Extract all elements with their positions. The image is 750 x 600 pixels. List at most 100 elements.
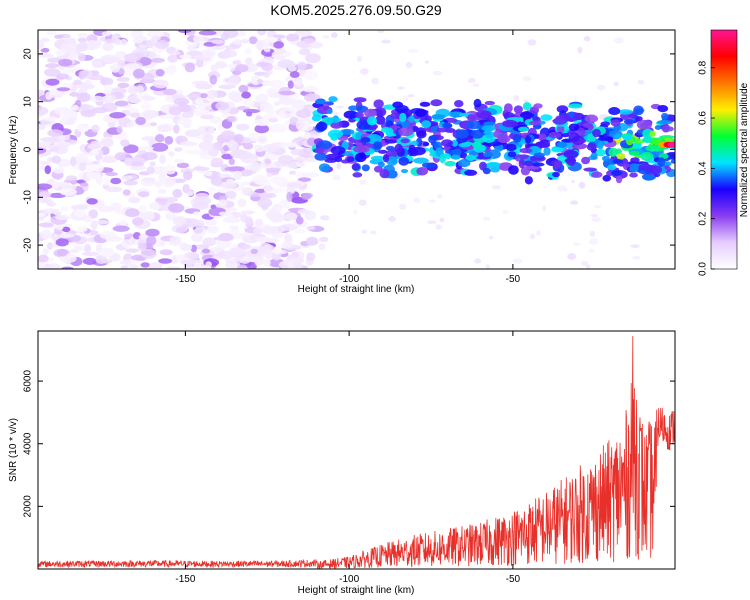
spectrogram-cell bbox=[60, 206, 69, 211]
spectrogram-cell bbox=[458, 159, 471, 168]
spectrogram-cell bbox=[157, 124, 172, 133]
spectrogram-cell bbox=[441, 139, 453, 147]
spectrogram-cell bbox=[614, 133, 621, 139]
spectrogram-cell bbox=[238, 84, 249, 93]
spectrogram-cell bbox=[182, 170, 193, 181]
spectrogram-cell bbox=[42, 265, 54, 269]
spectrogram-image bbox=[38, 30, 675, 269]
spectrogram-cell bbox=[297, 61, 307, 71]
spectrogram-cell bbox=[230, 92, 244, 103]
spectrogram-cell bbox=[58, 233, 75, 239]
spectrogram-cell bbox=[543, 147, 551, 156]
spectrogram-cell bbox=[77, 53, 86, 62]
spectrogram-cell bbox=[126, 94, 144, 104]
spectrogram-cell bbox=[198, 141, 215, 151]
spectrogram-cell bbox=[40, 229, 53, 240]
spectrogram-cell bbox=[129, 112, 141, 118]
spectrogram-cell bbox=[390, 112, 401, 119]
spectrogram-cell bbox=[563, 188, 568, 192]
spectrogram-cell bbox=[568, 103, 583, 109]
spectrogram-cell bbox=[248, 36, 258, 45]
spectrogram-cell bbox=[586, 143, 597, 151]
spectrogram-cell bbox=[615, 175, 623, 184]
spectrogram-cell bbox=[82, 215, 93, 223]
spectrogram-cell bbox=[611, 170, 623, 177]
spectrogram-cell bbox=[47, 57, 62, 63]
spectrogram-cell bbox=[318, 236, 329, 243]
spectrogram-cell bbox=[112, 225, 130, 232]
spectrogram-cell bbox=[533, 103, 543, 109]
spectrogram-cell bbox=[215, 101, 230, 111]
spectrogram-cell bbox=[192, 166, 210, 171]
spectrogram-cell bbox=[485, 130, 495, 139]
spectrogram-cell bbox=[266, 172, 274, 177]
spectrogram-cell bbox=[111, 34, 118, 45]
spectrogram-cell bbox=[600, 121, 611, 127]
spectrogram-cell bbox=[42, 248, 49, 255]
spectrogram-cell bbox=[142, 211, 153, 220]
spectrogram-cell bbox=[242, 137, 251, 144]
spectrogram-cell bbox=[421, 120, 432, 128]
spectrogram-cell bbox=[268, 118, 279, 123]
spectrogram-cell bbox=[136, 85, 144, 94]
spectrogram-cell bbox=[268, 92, 281, 99]
spectrogram-cell bbox=[168, 50, 181, 56]
snr-y-label: SNR (10 * v/v) bbox=[8, 418, 19, 482]
spectrogram-cell bbox=[328, 96, 338, 103]
spectrogram-cell bbox=[270, 176, 288, 185]
spectrogram-cell bbox=[77, 32, 89, 38]
spectrogram-cell bbox=[179, 141, 198, 147]
spectrogram-cell bbox=[38, 260, 44, 269]
spectrogram-cell bbox=[128, 196, 141, 204]
spectrogram-cell bbox=[618, 109, 633, 115]
x-tick-label: -150 bbox=[175, 574, 195, 585]
spectrogram-cell bbox=[272, 203, 283, 212]
y-tick-label: -10 bbox=[23, 190, 34, 205]
spectrogram-cell bbox=[282, 107, 300, 112]
spectrogram-cell bbox=[38, 191, 52, 198]
spectrogram-cell bbox=[540, 114, 553, 121]
spectrogram-cell bbox=[84, 40, 101, 50]
spectrogram-cell bbox=[207, 148, 219, 157]
spectrogram-cell bbox=[232, 170, 243, 180]
spectrogram-cell bbox=[280, 241, 294, 249]
spectrogram-cell bbox=[472, 83, 480, 87]
spectrogram-cell bbox=[86, 171, 102, 180]
spectrogram-cell bbox=[138, 44, 148, 49]
spectrogram-cell bbox=[419, 101, 431, 107]
spectrogram-cell bbox=[40, 47, 50, 53]
spectrogram-cell bbox=[213, 236, 230, 241]
spectrogram-cell bbox=[172, 216, 187, 226]
spectrogram-cell bbox=[182, 183, 191, 194]
spectrogram-cell bbox=[608, 107, 621, 116]
spectrogram-cell bbox=[233, 133, 245, 143]
spectrogram-cell bbox=[523, 160, 534, 167]
spectrogram-cell bbox=[211, 39, 224, 44]
spectrogram-cell bbox=[41, 196, 51, 203]
spectrogram-cell bbox=[295, 216, 304, 225]
spectrogram-cell bbox=[610, 119, 621, 127]
spectrogram-cell bbox=[235, 64, 249, 73]
spectrogram-cell bbox=[567, 252, 577, 260]
spectrogram-cell bbox=[38, 212, 46, 218]
spectrogram-cell bbox=[243, 142, 254, 150]
spectrogram-cell bbox=[176, 162, 190, 169]
spectrogram-cell bbox=[591, 171, 603, 178]
spectrogram-cell bbox=[186, 44, 197, 52]
spectrogram-cell bbox=[66, 109, 79, 119]
spectrogram-cell bbox=[63, 37, 77, 44]
spectrogram-cell bbox=[529, 233, 536, 240]
spectrogram-cell bbox=[377, 30, 385, 34]
spectrogram-cell bbox=[633, 139, 645, 144]
spectrogram-cell bbox=[209, 74, 218, 85]
spectrogram-cell bbox=[592, 128, 601, 138]
spectrogram-cell bbox=[79, 144, 87, 153]
spectrogram-cell bbox=[263, 47, 271, 53]
spectrogram-cell bbox=[193, 227, 207, 237]
spectrogram-cell bbox=[361, 164, 370, 172]
spectrogram-cell bbox=[206, 89, 218, 100]
spectrogram-cell bbox=[568, 123, 580, 132]
spectrogram-cell bbox=[439, 153, 446, 164]
spectrogram-cell bbox=[451, 139, 458, 147]
snr-x-label: Height of straight line (km) bbox=[298, 585, 415, 596]
